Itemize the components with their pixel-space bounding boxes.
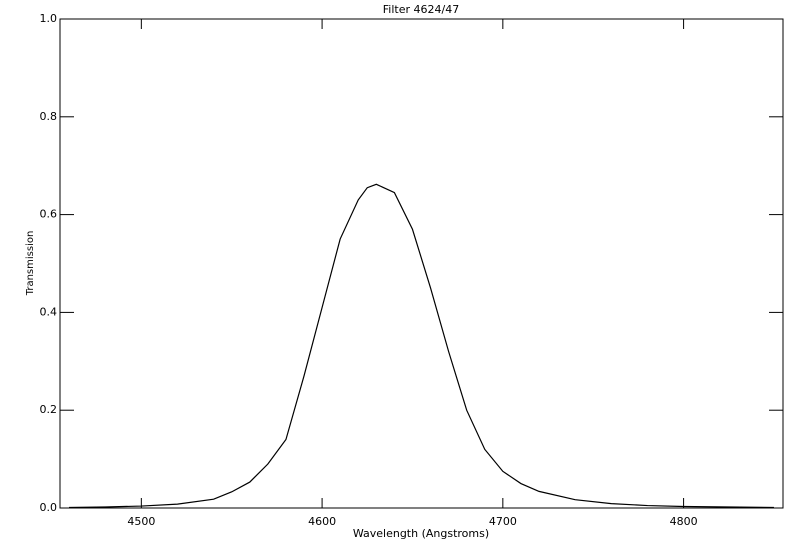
x-tick-label: 4500 [127, 515, 155, 528]
y-tick-label: 0.6 [40, 208, 58, 221]
x-tick-label: 4800 [670, 515, 698, 528]
y-tick-label: 0.4 [40, 305, 58, 318]
x-tick-label: 4600 [308, 515, 336, 528]
x-tick-label: 4700 [489, 515, 517, 528]
y-tick-label: 0.8 [40, 110, 58, 123]
y-tick-label: 0.0 [40, 501, 58, 514]
chart-title: Filter 4624/47 [383, 3, 459, 16]
y-axis-label: Transmission [25, 231, 36, 297]
y-tick-label: 1.0 [40, 12, 58, 25]
x-axis-label: Wavelength (Angstroms) [353, 527, 489, 540]
plot-frame [59, 18, 784, 509]
line-series [69, 183, 774, 509]
y-tick-label: 0.2 [40, 403, 58, 416]
